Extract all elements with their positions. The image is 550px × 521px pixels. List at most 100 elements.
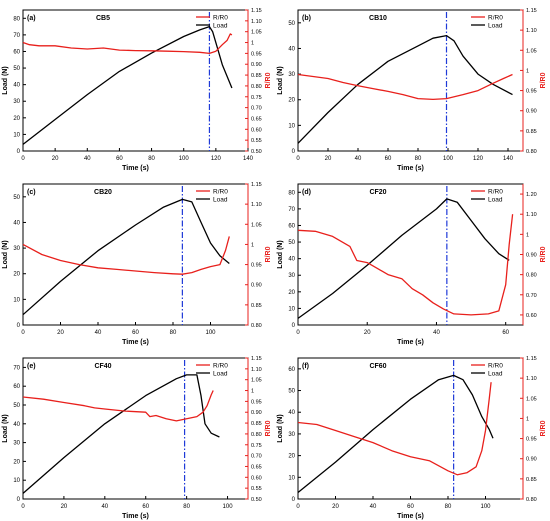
y-tick-label: 10	[13, 478, 20, 484]
chart-title: CB10	[369, 15, 387, 22]
y-tick-label: 10	[288, 306, 295, 312]
legend-label: Load	[213, 197, 228, 204]
y-axis-label: Load (N)	[277, 414, 284, 442]
x-tick-label: 0	[21, 330, 25, 336]
x-axis-label: Time (s)	[122, 513, 149, 520]
y2-tick-label: 0.70	[526, 293, 537, 299]
y2-tick-label: 1.05	[251, 378, 262, 384]
plot-frame	[22, 183, 249, 326]
y-tick-label: 70	[13, 365, 20, 371]
series-line-r-r0	[22, 236, 230, 275]
x-tick-label: 60	[385, 156, 392, 162]
y2-tick-label: 1.05	[526, 48, 537, 54]
y2-axis-label: R/R0	[265, 246, 272, 262]
y2-tick-label: 0.80	[526, 273, 537, 279]
y-tick-label: 20	[13, 116, 20, 122]
legend-label: R/R0	[488, 15, 503, 22]
y2-tick-label: 0.60	[251, 475, 262, 481]
y-axis-label: Load (N)	[277, 66, 284, 94]
legend-label: Load	[213, 371, 228, 378]
y-tick-label: 30	[13, 441, 20, 447]
series-line-load	[22, 374, 220, 494]
x-tick-label: 80	[148, 156, 155, 162]
y-tick-label: 20	[13, 459, 20, 465]
y2-tick-label: 0.80	[251, 432, 262, 438]
chart-title: CF60	[369, 363, 386, 370]
y-axis-label: Load (N)	[2, 66, 9, 94]
series-line-load	[22, 25, 233, 145]
y2-axis-label: R/R0	[540, 246, 547, 262]
x-tick-label: 40	[84, 156, 91, 162]
x-tick-label: 80	[445, 504, 452, 510]
y-tick-label: 10	[288, 475, 295, 481]
y2-tick-label: 0.55	[251, 486, 262, 492]
x-tick-label: 120	[473, 156, 484, 162]
y2-tick-label: 1	[251, 242, 254, 248]
y2-tick-label: 0.80	[251, 323, 262, 329]
x-tick-label: 20	[57, 330, 64, 336]
y-tick-label: 30	[13, 99, 20, 105]
y-tick-label: 80	[288, 190, 295, 196]
x-tick-label: 80	[415, 156, 422, 162]
y2-tick-label: 1.10	[526, 376, 537, 382]
x-tick-label: 0	[296, 330, 300, 336]
y-axis-label: Load (N)	[2, 240, 9, 268]
series-line-r-r0	[22, 33, 233, 55]
series-line-load	[297, 374, 494, 494]
y2-tick-label: 1.10	[251, 202, 262, 208]
y2-axis-label: R/R0	[540, 420, 547, 436]
y-tick-label: 60	[288, 223, 295, 229]
series-line-r-r0	[297, 214, 514, 316]
x-tick-label: 40	[355, 156, 362, 162]
y2-tick-label: 1.15	[526, 8, 537, 14]
y2-tick-label: 0.90	[526, 109, 537, 115]
panel-letter: (f)	[302, 363, 309, 370]
x-tick-label: 60	[407, 504, 414, 510]
y2-tick-label: 1.10	[526, 212, 537, 218]
y-tick-label: 50	[13, 66, 20, 72]
y2-tick-label: 0.80	[251, 84, 262, 90]
chart-title: CB5	[96, 15, 110, 22]
y2-tick-label: 0.95	[251, 263, 262, 269]
y2-tick-label: 1.05	[251, 222, 262, 228]
series-line-r-r0	[22, 390, 214, 422]
x-tick-label: 0	[21, 156, 25, 162]
plot-frame	[22, 9, 249, 152]
y-tick-label: 30	[288, 273, 295, 279]
y2-tick-label: 1	[526, 68, 529, 74]
y2-tick-label: 1	[526, 416, 529, 422]
y2-tick-label: 1.05	[251, 30, 262, 36]
y-tick-label: 30	[13, 246, 20, 252]
y2-tick-label: 0.90	[251, 283, 262, 289]
y2-tick-label: 0.60	[251, 127, 262, 133]
y2-tick-label: 0.95	[526, 437, 537, 443]
chart-panel: 0 20 40 60 80 100 0 10 20 30 40 50 0.80 0.85 0.90 0.95 1…	[2, 182, 272, 346]
legend-label: R/R0	[213, 189, 228, 196]
x-tick-label: 120	[211, 156, 222, 162]
y-tick-label: 40	[288, 257, 295, 263]
y2-tick-label: 0.85	[251, 73, 262, 79]
series-line-r-r0	[297, 73, 513, 101]
chart-title: CF40	[94, 363, 111, 370]
y-tick-label: 60	[13, 49, 20, 55]
x-axis-label: Time (s)	[397, 165, 424, 172]
x-tick-label: 20	[52, 156, 59, 162]
y2-tick-label: 0.90	[526, 457, 537, 463]
y2-tick-label: 1.15	[526, 356, 537, 362]
y2-tick-label: 1.15	[251, 182, 262, 188]
y2-tick-label: 1.10	[526, 28, 537, 34]
legend-label: R/R0	[488, 189, 503, 196]
y-tick-label: 60	[13, 384, 20, 390]
x-tick-label: 80	[170, 330, 177, 336]
y2-tick-label: 1.10	[251, 367, 262, 373]
x-tick-label: 60	[502, 330, 509, 336]
y-tick-label: 20	[13, 272, 20, 278]
x-axis-label: Time (s)	[397, 513, 424, 520]
legend-label: R/R0	[213, 15, 228, 22]
y-tick-label: 0	[17, 323, 21, 329]
y2-tick-label: 0.70	[251, 106, 262, 112]
y2-tick-label: 0.75	[251, 95, 262, 101]
y2-tick-label: 0.85	[251, 421, 262, 427]
y2-tick-label: 0.95	[251, 399, 262, 405]
x-tick-label: 40	[433, 330, 440, 336]
